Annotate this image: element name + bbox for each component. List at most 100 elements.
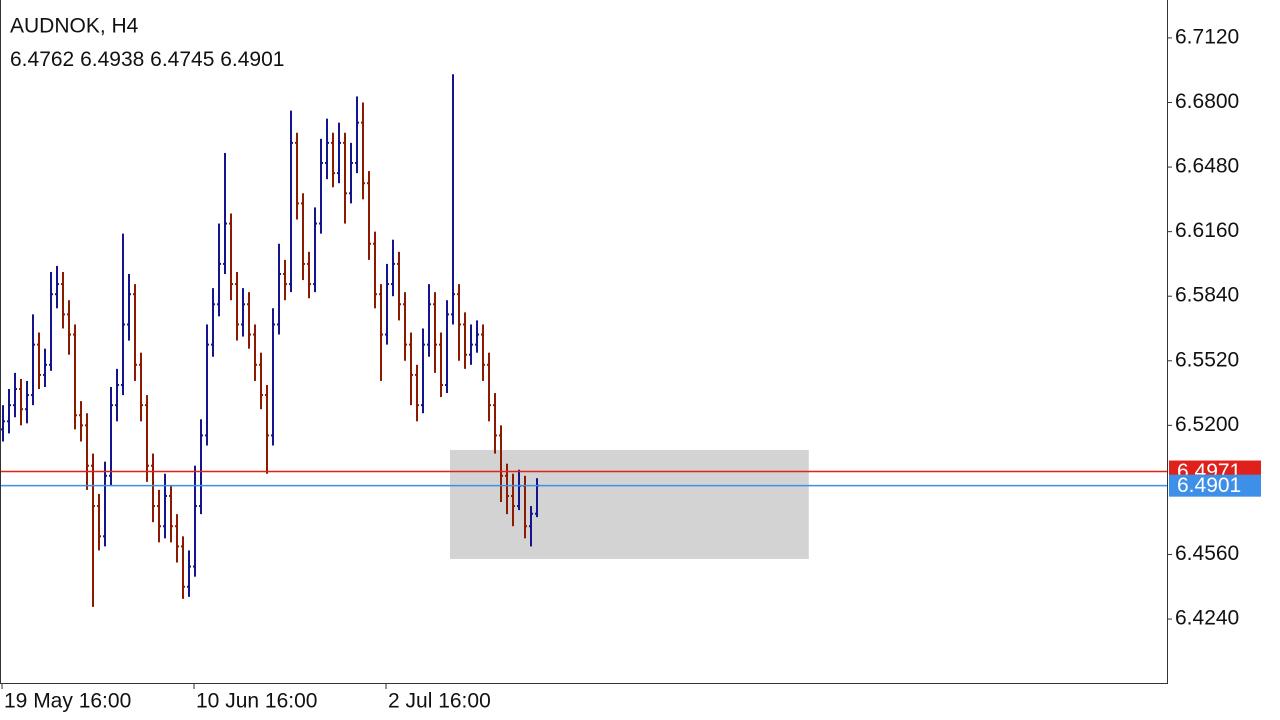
ohlc-bar xyxy=(301,193,305,281)
ohlc-bar xyxy=(241,288,245,337)
price-label: 6.4901 xyxy=(1177,474,1241,497)
y-tick-label: 6.6800 xyxy=(1175,90,1239,113)
ohlc-bar xyxy=(199,419,203,515)
ohlc-bar xyxy=(91,453,95,607)
ohlc-bar xyxy=(457,284,461,361)
ohlc-bar xyxy=(283,259,287,301)
ohlc-bar xyxy=(109,386,113,486)
ohlc-bar xyxy=(445,300,449,394)
ohlc-bar xyxy=(205,324,209,446)
ohlc-bar xyxy=(499,425,503,503)
ohlc-bar xyxy=(115,368,119,422)
ohlc-bar xyxy=(37,332,41,390)
ohlc-bar xyxy=(325,118,329,180)
ohlc-bar xyxy=(211,288,215,357)
ohlc-bar xyxy=(439,332,443,398)
ohlc-bar xyxy=(223,152,227,275)
ohlc-bar xyxy=(475,320,479,353)
ohlc-bar xyxy=(307,251,311,299)
y-tick-label: 6.5200 xyxy=(1175,413,1239,436)
ohlc-bar xyxy=(139,352,143,422)
y-tick-label: 6.7120 xyxy=(1175,25,1239,48)
ohlc-bar xyxy=(337,122,341,184)
header-open: 6.4762 xyxy=(10,48,74,71)
x-tick-label: 19 May 16:00 xyxy=(4,690,131,713)
header-high: 6.4938 xyxy=(80,48,144,71)
ohlc-bar xyxy=(157,489,161,543)
ohlc-bar xyxy=(511,473,515,527)
ohlc-bar xyxy=(49,271,53,371)
ohlc-bar xyxy=(529,506,533,547)
ohlc-bar xyxy=(121,233,125,396)
ohlc-bar xyxy=(25,380,29,424)
y-tick-label: 6.4240 xyxy=(1175,607,1239,630)
y-tick-label: 6.6160 xyxy=(1175,219,1239,242)
ohlc-bar xyxy=(415,364,419,422)
ohlc-bar xyxy=(421,328,425,414)
ohlc-bar xyxy=(379,284,383,381)
ohlc-bar xyxy=(151,453,155,523)
ohlc-bar xyxy=(463,312,467,369)
ohlc-bar xyxy=(367,171,371,260)
bars-layer xyxy=(1,74,539,607)
ohlc-bar xyxy=(79,401,83,442)
ohlc-bar xyxy=(481,324,485,381)
ohlc-bar xyxy=(127,274,131,341)
ohlc-bar xyxy=(373,231,377,309)
ohlc-bar xyxy=(253,324,257,381)
ohlc-bar xyxy=(397,251,401,321)
ohlc-bar xyxy=(61,271,65,329)
ohlc-bar xyxy=(103,461,107,547)
ohlc-bar xyxy=(31,314,35,406)
ohlc-bar xyxy=(235,271,239,341)
ohlc-bar xyxy=(145,395,149,482)
zone-layer xyxy=(450,449,809,559)
ohlc-bar xyxy=(217,223,221,317)
ohlc-bar xyxy=(409,332,413,406)
ohlc-header: 6.4762 6.4938 6.4745 6.4901 xyxy=(10,48,284,71)
ohlc-bar xyxy=(73,324,77,430)
ohlc-bar xyxy=(289,110,293,293)
ohlc-bar xyxy=(277,243,281,335)
ohlc-bar xyxy=(265,384,269,474)
ohlc-bar xyxy=(181,536,185,599)
ohlc-bar xyxy=(193,465,197,577)
ohlc-bar xyxy=(391,239,395,297)
x-tick-label: 2 Jul 16:00 xyxy=(388,690,491,713)
header-close: 6.4901 xyxy=(220,48,284,71)
ohlc-bar xyxy=(55,265,59,309)
y-tick-label: 6.6480 xyxy=(1175,155,1239,178)
ohlc-bar xyxy=(163,473,167,539)
ohlc-bar xyxy=(1,405,5,442)
ohlc-bar xyxy=(175,514,179,563)
ohlc-bar xyxy=(331,132,335,188)
ohlc-bar xyxy=(271,308,275,446)
ohlc-bar xyxy=(13,372,17,418)
ohlc-bar xyxy=(469,324,473,365)
ohlc-bar xyxy=(433,292,437,373)
ohlc-bar xyxy=(259,352,263,410)
ohlc-bar xyxy=(343,132,347,224)
price-label-box xyxy=(1169,474,1261,497)
ohlc-bar xyxy=(169,485,173,543)
ohlc-bar xyxy=(133,284,137,381)
ohlc-bar xyxy=(313,207,317,293)
ohlc-bar xyxy=(361,102,365,200)
y-tick-label: 6.5840 xyxy=(1175,284,1239,307)
ohlc-bar xyxy=(229,213,233,301)
ohlc-bar xyxy=(7,389,11,434)
ohlc-bar xyxy=(385,263,389,345)
ohlc-bar xyxy=(493,393,497,454)
axis-layer: 6.7120 6.6800 6.6480 6.6160 6.5840 6.5520 6.52… xyxy=(1,25,1239,713)
ohlc-bar xyxy=(355,96,359,174)
price-zone xyxy=(450,449,809,559)
ohlc-bar xyxy=(187,550,191,597)
ohlc-bar xyxy=(349,142,353,204)
ohlc-bar xyxy=(67,300,71,355)
y-tick-label: 6.4560 xyxy=(1175,542,1239,565)
chart-title: AUDNOK, H4 xyxy=(10,15,139,38)
